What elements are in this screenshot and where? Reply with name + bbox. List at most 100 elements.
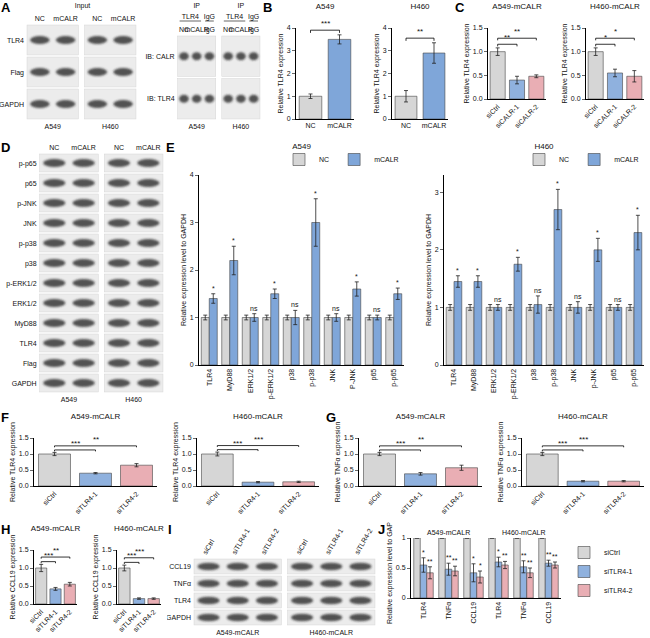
svg-text:**: ** <box>527 559 533 566</box>
svg-text:H460-mCALR: H460-mCALR <box>309 629 353 636</box>
svg-text:H460: H460 <box>125 396 142 403</box>
svg-text:1: 1 <box>190 314 194 321</box>
svg-text:**: ** <box>514 27 520 36</box>
svg-text:*: * <box>472 555 475 562</box>
svg-text:*: * <box>396 279 399 286</box>
svg-text:siTLR4-2: siTLR4-2 <box>353 527 373 555</box>
svg-text:siTLR4-1: siTLR4-1 <box>604 568 633 575</box>
svg-text:1: 1 <box>287 93 291 100</box>
svg-text:2: 2 <box>287 70 291 77</box>
svg-text:0.5: 0.5 <box>473 72 483 79</box>
svg-text:P-JNK: P-JNK <box>349 368 356 389</box>
svg-text:p-ERK1/2: p-ERK1/2 <box>6 280 36 288</box>
svg-text:siCtrl: siCtrl <box>485 103 502 120</box>
svg-text:GAPDH: GAPDH <box>12 380 37 387</box>
svg-text:Relative TNFα expression: Relative TNFα expression <box>497 422 505 503</box>
svg-text:A549-mCALR: A549-mCALR <box>396 412 446 421</box>
svg-text:4: 4 <box>383 24 387 31</box>
svg-text:p38: p38 <box>25 260 37 268</box>
svg-text:Relative CCL19 expression: Relative CCL19 expression <box>92 534 100 619</box>
svg-text:**: ** <box>546 551 552 558</box>
svg-text:mCALR: mCALR <box>71 144 96 151</box>
svg-text:siTLR4-1: siTLR4-1 <box>399 490 424 515</box>
svg-text:CCL19: CCL19 <box>470 602 477 624</box>
svg-text:mCALR: mCALR <box>614 156 639 163</box>
svg-text:p-JNK: p-JNK <box>17 200 37 208</box>
svg-text:IB: CALR: IB: CALR <box>145 53 174 60</box>
svg-text:0.5: 0.5 <box>344 466 354 473</box>
svg-text:0.0: 0.0 <box>507 482 517 489</box>
svg-text:TLR4: TLR4 <box>450 369 457 386</box>
svg-text:0: 0 <box>402 594 406 601</box>
svg-text:Relative expression level to G: Relative expression level to GAPDH <box>180 214 188 326</box>
svg-text:siCtrl: siCtrl <box>583 103 600 120</box>
svg-text:NC: NC <box>49 144 59 151</box>
svg-text:siTLR4-1: siTLR4-1 <box>561 490 586 515</box>
svg-text:p65: p65 <box>370 369 378 381</box>
svg-text:NC: NC <box>319 156 329 163</box>
svg-text:siTLR4-1: siTLR4-1 <box>236 490 261 515</box>
svg-text:2: 2 <box>383 70 387 77</box>
svg-text:0.0: 0.0 <box>473 95 483 102</box>
svg-text:***: *** <box>558 439 567 448</box>
svg-text:NC: NC <box>305 122 315 129</box>
svg-text:1: 1 <box>402 534 406 541</box>
svg-text:0.5: 0.5 <box>396 564 406 571</box>
svg-text:H460: H460 <box>102 123 119 130</box>
svg-text:siTLR4-2: siTLR4-2 <box>260 527 280 555</box>
svg-text:TNFα: TNFα <box>520 602 527 620</box>
svg-text:4: 4 <box>287 24 291 31</box>
svg-text:siCtrl: siCtrl <box>41 490 58 507</box>
svg-text:MyD88: MyD88 <box>226 369 234 391</box>
svg-text:0.0: 0.0 <box>182 482 192 489</box>
svg-text:**: ** <box>418 435 424 444</box>
svg-text:H460-mCALR: H460-mCALR <box>233 412 283 421</box>
svg-text:3: 3 <box>190 219 194 226</box>
svg-text:siTLR4-1: siTLR4-1 <box>231 527 251 555</box>
svg-text:*: * <box>604 33 607 42</box>
svg-text:*: * <box>479 562 482 569</box>
svg-text:siTLR4-2: siTLR4-2 <box>115 490 140 515</box>
svg-text:IgG: IgG <box>248 13 259 21</box>
svg-text:*: * <box>476 267 479 274</box>
svg-text:Flag: Flag <box>10 69 24 77</box>
svg-text:ns: ns <box>250 305 258 312</box>
svg-text:0.5: 0.5 <box>19 582 29 589</box>
svg-text:ns: ns <box>332 305 340 312</box>
svg-text:IP: IP <box>238 2 245 9</box>
svg-text:p-p38: p-p38 <box>550 369 558 387</box>
svg-text:p-ERK1/2: p-ERK1/2 <box>510 369 518 399</box>
svg-text:*: * <box>497 548 500 555</box>
svg-text:1.5: 1.5 <box>344 434 354 441</box>
svg-text:p-p38: p-p38 <box>19 240 37 248</box>
svg-text:**: ** <box>452 557 458 564</box>
svg-text:**: ** <box>93 435 99 444</box>
svg-text:siCtrl: siCtrl <box>111 608 128 625</box>
svg-text:*: * <box>314 190 317 197</box>
svg-text:0: 0 <box>435 361 439 368</box>
svg-text:0.5: 0.5 <box>102 582 112 589</box>
svg-text:A549: A549 <box>316 2 335 11</box>
svg-text:***: *** <box>71 439 80 448</box>
svg-text:siCtrl: siCtrl <box>28 608 45 625</box>
svg-text:A549: A549 <box>292 142 311 151</box>
svg-text:siCALR-2: siCALR-2 <box>611 103 637 129</box>
svg-text:*: * <box>212 285 215 292</box>
svg-text:p-p65: p-p65 <box>390 369 398 387</box>
svg-text:***: *** <box>579 435 588 444</box>
svg-text:ns: ns <box>373 306 381 313</box>
svg-text:***: *** <box>44 551 53 560</box>
svg-text:A549-mCALR: A549-mCALR <box>427 529 470 536</box>
svg-text:TLR4: TLR4 <box>495 602 502 619</box>
svg-text:**: ** <box>53 546 59 555</box>
svg-text:p-JNK: p-JNK <box>590 368 598 388</box>
svg-text:CCL19: CCL19 <box>545 602 552 624</box>
svg-text:Relative expression level to G: Relative expression level to GAPDH <box>425 214 433 326</box>
svg-text:H460-mCALR: H460-mCALR <box>558 412 608 421</box>
svg-text:A549: A549 <box>189 123 205 130</box>
svg-text:siTLR4-2: siTLR4-2 <box>440 490 465 515</box>
svg-text:**: ** <box>446 554 452 561</box>
svg-text:GAPDH: GAPDH <box>0 101 24 108</box>
svg-text:IB: TLR4: IB: TLR4 <box>147 95 175 102</box>
svg-text:*: * <box>516 248 519 255</box>
